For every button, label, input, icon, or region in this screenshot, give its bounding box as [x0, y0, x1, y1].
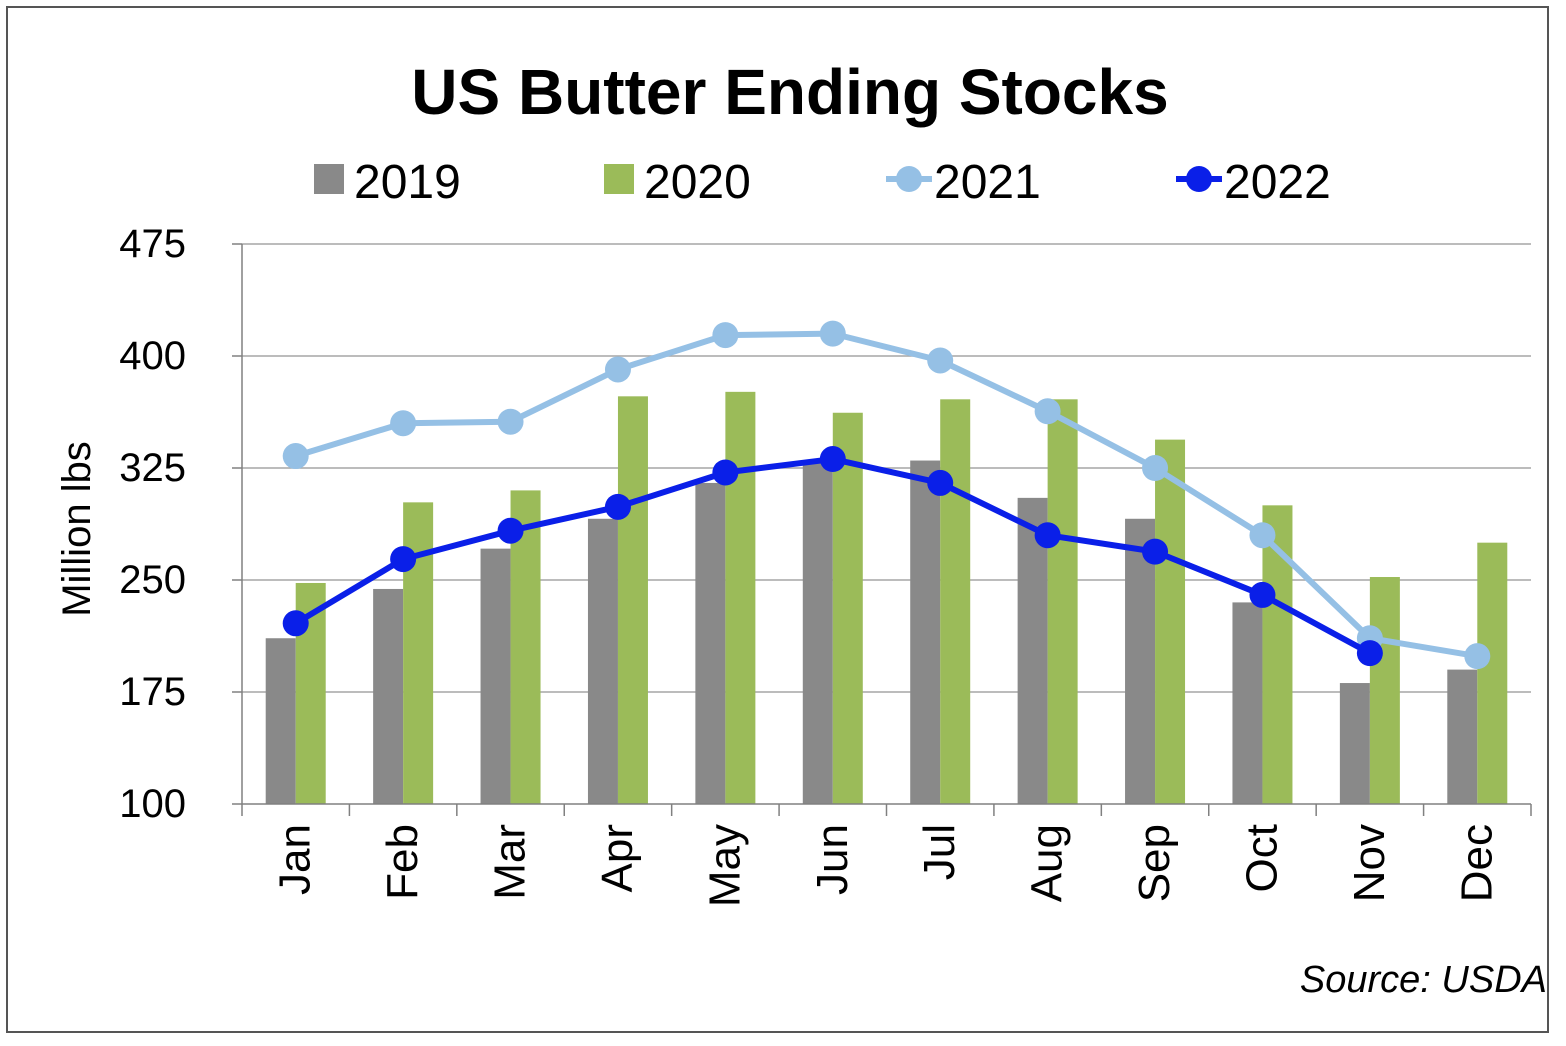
x-axis-ticks: Jan Feb Mar Apr May Jun Jul Aug Sep Oct Nov Dec: [241, 804, 1532, 907]
point-2021-May: [712, 322, 739, 349]
bar-2019-May: [695, 482, 726, 804]
bar-2020-Sep: [1155, 439, 1186, 804]
point-2022-Nov: [1356, 640, 1383, 667]
bar-2020-Dec: [1477, 542, 1508, 804]
point-2021-Oct: [1249, 522, 1276, 549]
x-tick-label-Apr: Apr: [593, 824, 642, 892]
x-tick-label-Jun: Jun: [808, 824, 857, 895]
bar-2019-Jan: [265, 638, 296, 804]
x-tick-label-Nov: Nov: [1345, 824, 1394, 902]
point-2022-Jun: [819, 446, 846, 473]
point-2022-Oct: [1249, 581, 1276, 608]
bar-2020-Aug: [1047, 399, 1078, 804]
point-2021-Feb: [390, 410, 417, 437]
point-2022-Mar: [497, 517, 524, 544]
point-2021-Jun: [819, 320, 846, 347]
bar-2019-Aug: [1017, 497, 1048, 804]
legend: 2019 2020 2021 2022: [314, 156, 1331, 209]
point-2022-Jul: [927, 469, 954, 496]
legend-marker-2021: [896, 166, 922, 192]
point-2021-Dec: [1464, 643, 1491, 670]
y-tick-label: 250: [119, 558, 186, 602]
point-2021-Sep: [1142, 455, 1169, 481]
point-2021-Mar: [497, 408, 524, 435]
bar-2020-Jul: [940, 399, 971, 804]
point-2022-Jan: [282, 610, 309, 637]
bar-2019-Feb: [373, 588, 404, 804]
point-2021-Apr: [604, 356, 631, 383]
point-2021-Jul: [927, 347, 954, 374]
y-tick-label: 325: [119, 446, 186, 490]
point-2022-Apr: [604, 493, 631, 520]
y-tick-label: 475: [119, 222, 186, 266]
line-2021: [294, 330, 1478, 660]
bar-2019-Jul: [910, 460, 941, 804]
x-tick-label-Oct: Oct: [1237, 824, 1286, 892]
point-2022-Feb: [390, 546, 417, 573]
legend-label-2020: 2020: [644, 156, 751, 209]
lines: [282, 320, 1491, 670]
x-tick-label-Aug: Aug: [1023, 824, 1072, 902]
y-tick-label: 100: [119, 782, 186, 826]
legend-label-2019: 2019: [354, 156, 461, 209]
x-tick-label-Jan: Jan: [271, 824, 320, 895]
chart-frame: US Butter Ending Stocks 2019 2020 2021 2022…: [6, 6, 1549, 1033]
bar-2020-May: [725, 391, 756, 804]
legend-swatch-2019: [314, 164, 344, 194]
legend-label-2022: 2022: [1224, 156, 1331, 209]
bar-2019-Dec: [1447, 669, 1478, 804]
chart-svg: US Butter Ending Stocks 2019 2020 2021 2022…: [55, 56, 1547, 1001]
x-tick-label-Feb: Feb: [378, 824, 427, 900]
point-2022-Sep: [1142, 538, 1169, 565]
bar-2020-Apr: [617, 396, 648, 804]
legend-label-2021: 2021: [934, 156, 1041, 209]
bar-2019-Mar: [480, 548, 511, 804]
x-tick-label-Jul: Jul: [915, 824, 964, 880]
y-axis-ticks: 100 175 250 325 400 475: [119, 222, 242, 826]
point-2021-Jan: [282, 443, 309, 470]
x-tick-label-Dec: Dec: [1452, 824, 1501, 902]
bar-2019-Oct: [1232, 602, 1263, 804]
bar-2019-Nov: [1339, 683, 1370, 804]
y-tick-label: 400: [119, 334, 186, 378]
bar-2019-Apr: [587, 518, 618, 804]
y-tick-label: 175: [119, 670, 186, 714]
x-tick-label-Mar: Mar: [486, 824, 535, 900]
x-tick-label-May: May: [700, 824, 749, 907]
point-2022-Aug: [1034, 522, 1061, 549]
bar-2020-Jun: [832, 412, 863, 804]
y-axis-label: Million lbs: [55, 441, 99, 617]
bar-2020-Nov: [1369, 577, 1400, 804]
bars: [265, 391, 1508, 804]
legend-swatch-2020: [604, 164, 634, 194]
source-note: Source: USDA: [1300, 959, 1547, 1001]
bar-2019-Sep: [1125, 518, 1156, 804]
bar-2019-Jun: [802, 460, 833, 804]
x-tick-label-Sep: Sep: [1130, 824, 1179, 902]
chart-title: US Butter Ending Stocks: [411, 56, 1168, 128]
point-2022-May: [712, 459, 739, 486]
point-2021-Aug: [1034, 398, 1061, 425]
legend-marker-2022: [1186, 166, 1212, 192]
axes: [241, 244, 1531, 805]
